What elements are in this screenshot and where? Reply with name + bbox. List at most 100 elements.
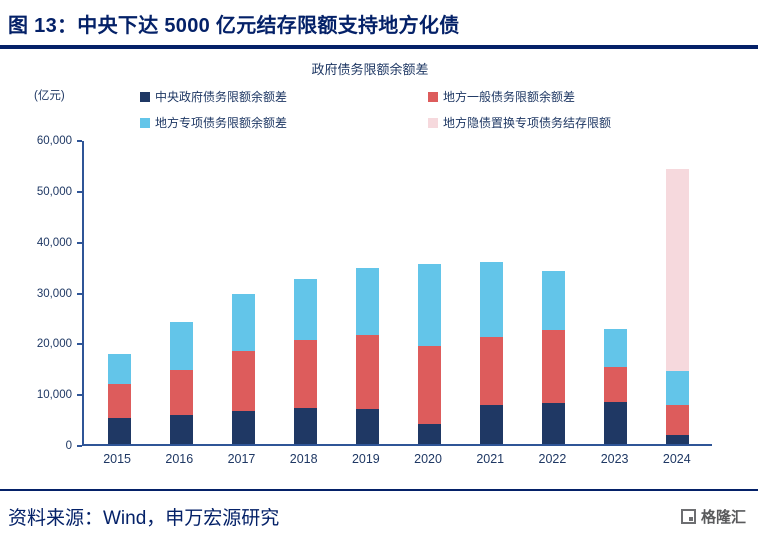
gelonghui-logo-text: 格隆汇 (700, 509, 746, 526)
plot-row: 60,000 50,000 40,000 30,000 20,000 10,000 0 (28, 135, 712, 452)
bar-segment (417, 423, 441, 444)
bar-segment (293, 278, 317, 341)
y-tick-mark (77, 241, 82, 244)
legend-item-2: 地方专项债务限额余额差 (140, 114, 428, 131)
x-tick-label: 2018 (289, 452, 318, 466)
bar-segment (665, 405, 689, 435)
chart-title: 政府债务限额余额差 (311, 62, 429, 77)
x-tick-label: 2015 (103, 452, 131, 466)
y-tick-label: 30,000 (36, 287, 72, 300)
bar-segment (231, 294, 255, 351)
bar-2019 (355, 141, 379, 444)
x-tick-text: 2021 (476, 452, 505, 466)
bar-segment (417, 345, 441, 424)
bar-segment (231, 350, 255, 412)
x-tick-text: 2016 (165, 452, 194, 466)
x-tick-label: 2022 (538, 452, 567, 466)
bar-segment (107, 384, 131, 418)
bar-segment (355, 408, 379, 444)
y-tick-mark (77, 292, 82, 295)
plot-area (82, 141, 712, 446)
x-tick-label: 2021 (476, 452, 505, 466)
source-text: 资料来源：Wind，申万宏源研究 (8, 508, 280, 529)
bar-segment (479, 337, 503, 406)
bar-segment (355, 268, 379, 336)
bar-segment (169, 321, 193, 370)
legend-swatch (140, 91, 150, 102)
figure-title: 图 13：中央下达 5000 亿元结存限额支持地方化债 (8, 15, 460, 37)
y-tick-mark (77, 445, 82, 447)
bar-2023 (603, 141, 627, 444)
bar-segment (417, 263, 441, 346)
x-tick-label: 2023 (600, 452, 629, 466)
bar-2020 (417, 141, 441, 444)
x-tick-label: 2017 (227, 452, 256, 466)
y-tick-mark (77, 190, 82, 193)
legend-label: 中央政府债务限额余额差 (155, 90, 288, 104)
x-tick-label: 2020 (414, 452, 442, 466)
bar-segment (603, 329, 627, 368)
x-tick-text: 2023 (600, 452, 629, 466)
x-tick-text: 2015 (103, 452, 131, 466)
legend-item-0: 中央政府债务限额余额差 (140, 88, 428, 105)
bar-segment (541, 330, 565, 403)
x-tick-text: 2018 (289, 452, 318, 466)
y-tick-label: 10,000 (36, 389, 72, 402)
bar-2018 (293, 141, 317, 444)
x-tick-label: 2019 (351, 452, 380, 466)
legend-swatch (428, 117, 438, 128)
y-axis-unit-label: (亿元) (34, 90, 65, 102)
bar-2021 (479, 141, 503, 444)
bar-segment (665, 371, 689, 406)
bar-2017 (231, 141, 255, 444)
bar-segment (603, 367, 627, 403)
x-tick-text: 2019 (351, 452, 380, 466)
bar-2015 (107, 141, 131, 444)
bar-segment (169, 369, 193, 415)
source-footer: 资料来源：Wind，申万宏源研究 格隆汇 (0, 489, 758, 546)
x-tick-text: 2022 (538, 452, 567, 466)
gelonghui-logo-icon (680, 509, 696, 524)
chart: 政府债务限额余额差 (亿元) 中央政府债务限额余额差 地方一般债务限额余额差地方专… (0, 49, 758, 466)
x-axis: 2015 2016 2017 2018 2019 2020 2021 2022 2023 2024 (82, 452, 712, 466)
y-tick-label: 50,000 (36, 185, 72, 198)
bar-segment (665, 434, 689, 444)
y-tick-mark (77, 140, 82, 142)
legend-label: 地方一般债务限额余额差 (443, 90, 576, 104)
bar-segment (293, 340, 317, 408)
bar-segment (231, 411, 255, 444)
bar-segment (479, 405, 503, 444)
legend-swatch (428, 91, 438, 102)
x-tick-text: 2020 (414, 452, 442, 466)
bar-segment (107, 354, 131, 385)
bar-2016 (169, 141, 193, 444)
bar-segment (603, 402, 627, 444)
bar-segment (541, 271, 565, 331)
bar-2022 (541, 141, 565, 444)
y-tick-label: 20,000 (36, 338, 72, 351)
chart-legend: 中央政府债务限额余额差 地方一般债务限额余额差地方专项债务限额余额差 地方隐债置换专… (140, 88, 712, 131)
legend-label: 地方隐债置换专项债务结存限额 (443, 116, 612, 130)
legend-item-1: 地方一般债务限额余额差 (428, 88, 728, 105)
y-tick-label: 60,000 (36, 135, 72, 147)
y-tick-label: 0 (65, 440, 72, 452)
legend-item-3: 地方隐债置换专项债务结存限额 (428, 114, 728, 131)
x-tick-label: 2024 (662, 452, 691, 466)
bar-2024 (665, 141, 689, 444)
y-axis: 60,000 50,000 40,000 30,000 20,000 10,000 0 (28, 135, 82, 452)
y-tick-mark (77, 343, 82, 346)
bar-segment (107, 417, 131, 444)
bar-segment (169, 414, 193, 444)
x-tick-text: 2024 (662, 452, 691, 466)
bar-segment (541, 402, 565, 444)
bar-segment (355, 335, 379, 409)
bar-segment (665, 168, 689, 372)
y-tick-mark (77, 394, 82, 397)
x-tick-text: 2017 (227, 452, 256, 466)
legend-label: 地方专项债务限额余额差 (155, 116, 288, 130)
bar-segment (293, 407, 317, 444)
gelonghui-logo: 格隆汇 (680, 506, 746, 527)
legend-swatch (140, 117, 150, 128)
x-tick-label: 2016 (165, 452, 194, 466)
